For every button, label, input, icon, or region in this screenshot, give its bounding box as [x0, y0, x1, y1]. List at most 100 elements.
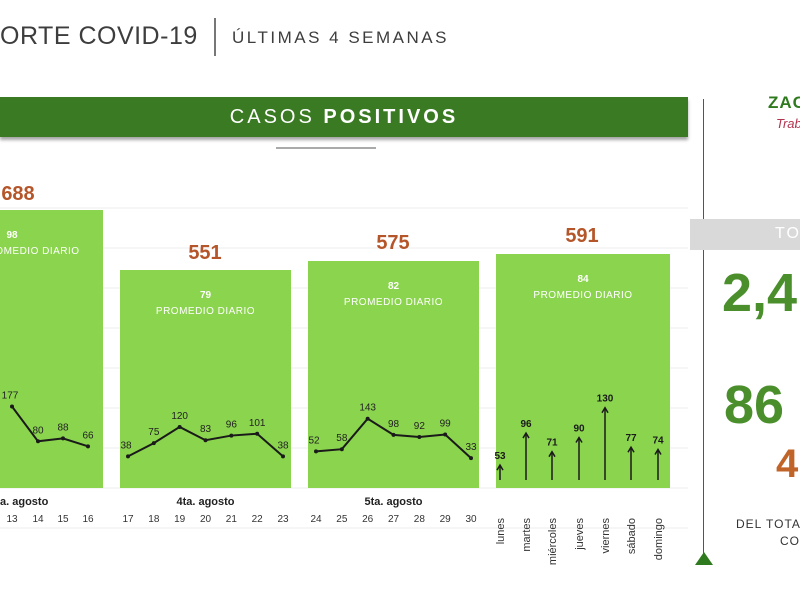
data-point-label: 75 — [148, 427, 160, 438]
day-tick-label: 23 — [277, 514, 289, 525]
weekly-cases-chart: 688 98 PROMEDIO DIARIO 177 13 80 14 88 15 66 16 a. … — [0, 183, 688, 566]
stem-value-label: 53 — [494, 451, 506, 462]
day-tick-label: 26 — [362, 514, 374, 525]
stem-arrowhead — [522, 431, 530, 439]
week-average: 84 — [577, 274, 589, 285]
day-name-label: viernes — [600, 518, 612, 554]
data-point-label: 58 — [336, 433, 348, 444]
week-series-line — [11, 405, 89, 448]
week-total: 551 — [188, 242, 221, 264]
stem-arrowhead — [496, 463, 504, 471]
day-tick-label: 19 — [174, 514, 186, 525]
stem-arrowhead — [654, 447, 662, 455]
week-total: 575 — [376, 232, 409, 254]
day-tick-label: 24 — [310, 514, 322, 525]
week-total: 591 — [565, 225, 598, 247]
week-panel — [496, 254, 670, 488]
data-point — [203, 438, 208, 443]
data-point — [281, 454, 285, 459]
banner-title: CASOS POSITIVOS — [0, 97, 688, 137]
average-label: PROMEDIO DIARIO — [344, 297, 443, 308]
day-tick-label: 30 — [465, 514, 477, 525]
average-label: PROMEDIO DIARIO — [156, 306, 255, 317]
data-point-label: 80 — [32, 425, 44, 436]
data-point — [417, 434, 422, 439]
average-label: PROMEDIO DIARIO — [533, 290, 632, 301]
stem-value-label: 74 — [652, 435, 664, 446]
data-point — [61, 436, 65, 441]
data-point-label: 99 — [440, 418, 452, 429]
stem-arrowhead — [601, 406, 609, 414]
stem-value-label: 90 — [573, 424, 585, 435]
banner-underline — [276, 147, 376, 149]
data-point — [314, 449, 318, 454]
data-point — [339, 447, 344, 452]
total-header-bar: TO — [690, 219, 800, 250]
day-tick-label: 17 — [122, 514, 134, 525]
average-label: PROMEDIO DIARIO — [0, 246, 80, 257]
data-point-label: 66 — [82, 430, 94, 441]
day-name-label: miércoles — [547, 518, 559, 566]
data-point-label: 52 — [308, 435, 320, 446]
day-tick-label: 15 — [57, 514, 69, 525]
week-panel — [120, 270, 291, 488]
day-tick-label: 25 — [336, 514, 348, 525]
data-point-label: 33 — [465, 442, 477, 453]
secondary-number: 86 — [724, 375, 785, 435]
week-average: 98 — [6, 230, 18, 241]
stem-arrowhead — [548, 450, 556, 458]
banner-title-light: CASOS — [229, 106, 324, 128]
week-label: 5ta. agosto — [364, 496, 422, 508]
data-point — [126, 454, 130, 459]
data-point — [36, 439, 40, 444]
day-tick-label: 18 — [148, 514, 160, 525]
data-point — [391, 432, 396, 437]
day-tick-label: 22 — [252, 514, 264, 525]
data-point-label: 120 — [171, 411, 188, 422]
day-name-label: lunes — [495, 518, 507, 545]
day-tick-label: 16 — [82, 514, 94, 525]
day-tick-label: 14 — [32, 514, 44, 525]
data-point-label: 88 — [57, 422, 69, 433]
week-label: a. agosto — [0, 496, 49, 508]
day-tick-label: 29 — [440, 514, 452, 525]
footnote-line-2: CO — [780, 534, 800, 548]
data-point — [86, 444, 90, 449]
week-total: 688 — [1, 183, 34, 205]
week-average: 79 — [200, 290, 212, 301]
stem-value-label: 96 — [520, 419, 532, 430]
day-name-label: jueves — [574, 518, 586, 551]
data-point — [469, 456, 473, 461]
timeline-arrow-icon — [695, 552, 713, 565]
header-divider — [214, 18, 216, 56]
logo-tagline: Trab — [776, 116, 800, 131]
data-point-label: 92 — [414, 421, 426, 432]
data-point-label: 143 — [359, 403, 376, 414]
data-point-label: 83 — [200, 424, 212, 435]
data-point — [10, 404, 14, 409]
week-panel — [308, 261, 479, 488]
day-tick-label: 13 — [6, 514, 18, 525]
stem-arrowhead — [575, 436, 583, 443]
day-tick-label: 20 — [200, 514, 212, 525]
section-banner: CASOS POSITIVOS — [0, 97, 688, 137]
data-point-label: 98 — [388, 419, 400, 430]
report-subtitle: ÚLTIMAS 4 SEMANAS — [232, 28, 449, 47]
data-point — [255, 431, 260, 436]
data-point-label: 38 — [277, 440, 289, 451]
report-title: ORTE COVID-19 — [0, 22, 198, 50]
total-cases-number: 2,4 — [722, 263, 798, 323]
stem-arrowhead — [627, 445, 635, 453]
data-point-label: 101 — [249, 418, 266, 429]
data-point — [229, 433, 234, 438]
data-point-label: 96 — [226, 420, 238, 431]
stem-value-label: 77 — [625, 433, 637, 444]
banner-title-bold: POSITIVOS — [323, 106, 459, 128]
data-point — [365, 416, 370, 421]
day-name-label: sábado — [626, 518, 638, 554]
percentage-number: 4 — [776, 442, 799, 486]
day-tick-label: 28 — [414, 514, 426, 525]
total-label: TO — [775, 225, 800, 242]
data-point-label: 38 — [120, 440, 132, 451]
timeline-line — [703, 99, 704, 559]
